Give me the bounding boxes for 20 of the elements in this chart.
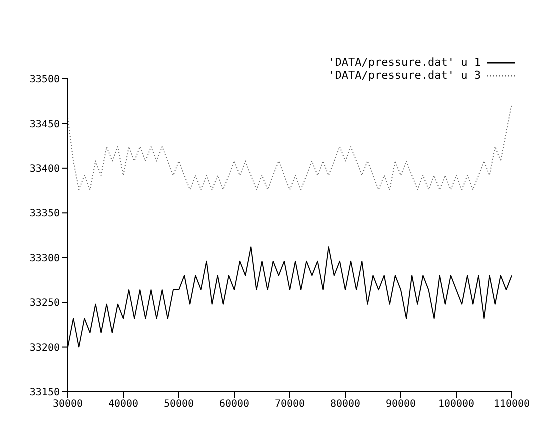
legend-label: 'DATA/pressure.dat' u 3 bbox=[328, 69, 481, 82]
x-tick-label: 90000 bbox=[386, 399, 416, 410]
x-tick-label: 110000 bbox=[494, 399, 530, 410]
x-tick-label: 80000 bbox=[330, 399, 361, 410]
y-tick-label: 33150 bbox=[30, 388, 60, 399]
line-series bbox=[68, 104, 512, 190]
y-tick-label: 33400 bbox=[30, 164, 60, 175]
x-tick-label: 30000 bbox=[52, 399, 84, 410]
y-tick-label: 33300 bbox=[30, 253, 60, 264]
y-tick-label: 33500 bbox=[30, 74, 60, 86]
legend-label: 'DATA/pressure.dat' u 1 bbox=[328, 56, 481, 69]
x-tick-label: 70000 bbox=[274, 399, 306, 410]
y-tick-label: 33350 bbox=[30, 208, 60, 220]
x-tick-label: 60000 bbox=[219, 399, 250, 410]
y-tick-label: 33200 bbox=[30, 342, 60, 354]
x-tick-label: 40000 bbox=[108, 399, 139, 410]
y-tick-label: 33450 bbox=[30, 119, 60, 130]
x-tick-label: 50000 bbox=[164, 399, 194, 410]
y-tick-label: 33250 bbox=[30, 298, 60, 310]
x-tick-label: 100000 bbox=[438, 399, 475, 410]
